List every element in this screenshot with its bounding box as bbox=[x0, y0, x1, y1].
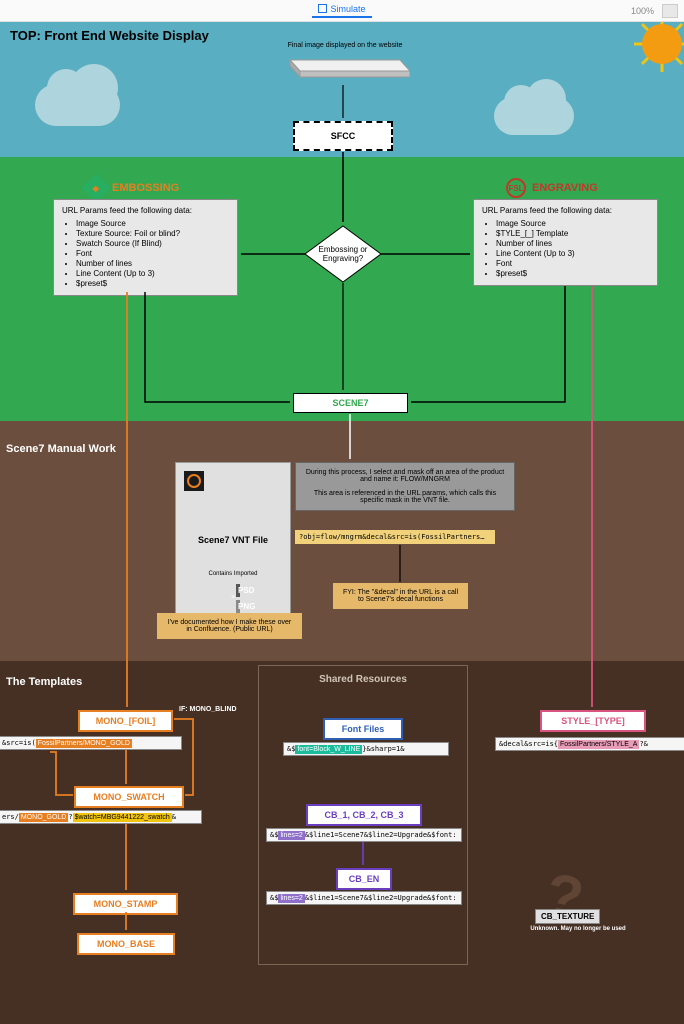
zoom-label: 100% bbox=[631, 6, 654, 16]
codebar-foil: &src=is(FossilPartners/MONO_GOLD bbox=[0, 736, 182, 750]
sun-icon bbox=[632, 22, 684, 74]
list-item: Swatch Source (If Blind) bbox=[76, 239, 229, 248]
app-toolbar: Simulate 100% bbox=[0, 0, 684, 22]
scene7-box: SCENE7 bbox=[293, 393, 408, 413]
list-item: Number of lines bbox=[76, 259, 229, 268]
list-item: Line Content (Up to 3) bbox=[496, 249, 649, 258]
scene7-app-icon bbox=[184, 471, 204, 491]
cb-en-box: CB_EN bbox=[336, 868, 392, 890]
codebar-swatch: ers/MONO_GOLD?$watch=MBG9441222_swatch& bbox=[0, 810, 202, 824]
list-item: Font bbox=[76, 249, 229, 258]
section-title-scene7: Scene7 Manual Work bbox=[6, 443, 116, 455]
list-item: $preset$ bbox=[496, 269, 649, 278]
cb-texture-sub: Unknown. May no longer be used bbox=[513, 926, 643, 932]
list-item: Texture Source: Foil or blind? bbox=[76, 229, 229, 238]
codebar-cben: &$lines=2&$line1=Scene7&$line2=Upgrade&$… bbox=[266, 891, 462, 905]
simulate-tab[interactable]: Simulate bbox=[312, 4, 371, 18]
mono-foil-box: MONO_[FOIL] bbox=[78, 710, 173, 732]
codebar-style: &decal&src=is{FossilPartners/STYLE_A?& bbox=[495, 737, 684, 751]
zoom-control[interactable] bbox=[662, 4, 678, 18]
mono-swatch-box: MONO_SWATCH bbox=[74, 786, 184, 808]
style-type-box: STYLE_[TYPE] bbox=[540, 710, 646, 732]
png-badge: PNG bbox=[236, 600, 240, 613]
if-mono-blind-label: IF: MONO_BLIND bbox=[179, 706, 237, 713]
list-item: Number of lines bbox=[496, 239, 649, 248]
section-title-templates: The Templates bbox=[6, 676, 82, 688]
cloud-icon bbox=[35, 84, 120, 126]
sfcc-box: SFCC bbox=[293, 121, 393, 151]
diamond-icon: ◆ bbox=[82, 174, 110, 202]
list-item: $preset$ bbox=[76, 279, 229, 288]
mono-base-box: MONO_BASE bbox=[77, 933, 175, 955]
codebar-font: &$font=Block_W_LINE}&sharp=1& bbox=[283, 742, 449, 756]
confluence-note: I've documented how I make these over in… bbox=[157, 613, 302, 639]
font-files-box: Font Files bbox=[323, 718, 403, 740]
url-param-example: ?obj=flow/mngrm&decal&src=is(FossilPartn… bbox=[295, 530, 495, 544]
cloud-icon bbox=[494, 97, 574, 135]
list-item: Font bbox=[496, 259, 649, 268]
decision-diamond: Embossing or Engraving? bbox=[303, 224, 383, 284]
cb-123-box: CB_1, CB_2, CB_3 bbox=[306, 804, 422, 826]
list-item: Image Source bbox=[496, 219, 649, 228]
category-embossing: ◆ EMBOSSING bbox=[86, 178, 179, 198]
list-item: $TYLE_[_] Template bbox=[496, 229, 649, 238]
fsl-icon: FSL bbox=[506, 178, 526, 198]
codebar-cb: &$lines=2&$line1=Scene7&$line2=Upgrade&$… bbox=[266, 828, 462, 842]
page-title: TOP: Front End Website Display bbox=[10, 28, 209, 43]
cb-texture-label: CB_TEXTURE bbox=[535, 909, 600, 924]
list-item: Line Content (Up to 3) bbox=[76, 269, 229, 278]
platform-caption: Final image displayed on the website bbox=[280, 42, 410, 49]
list-item: Image Source bbox=[76, 219, 229, 228]
vnt-card: Scene7 VNT File Contains Imported PSD + … bbox=[175, 462, 291, 620]
fyi-note: FYI: The "&decal" in the URL is a call t… bbox=[333, 583, 468, 609]
url-params-engraving: URL Params feed the following data: Imag… bbox=[473, 199, 658, 286]
platform-3d bbox=[280, 55, 410, 85]
category-engraving: FSL ENGRAVING bbox=[506, 178, 598, 198]
process-note: During this process, I select and mask o… bbox=[295, 462, 515, 511]
mono-stamp-box: MONO_STAMP bbox=[73, 893, 178, 915]
url-params-embossing: URL Params feed the following data: Imag… bbox=[53, 199, 238, 296]
